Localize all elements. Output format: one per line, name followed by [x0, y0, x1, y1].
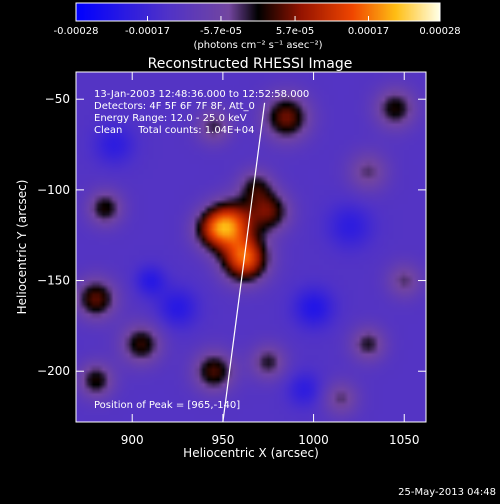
annotation-time-range: 13-Jan-2003 12:48:36.000 to 12:52:58.000 [94, 89, 309, 100]
y-axis-ticks: −50 −100 −150 −200 [37, 92, 426, 378]
annotation-detectors: Detectors: 4F 5F 6F 7F 8F, Att_0 [94, 101, 255, 112]
colorbar-tick-label: -0.00028 [54, 26, 99, 37]
colorbar: -0.00028 -0.00017 -5.7e-05 5.7e-05 0.00017 0.… [54, 2, 461, 51]
colorbar-tick-label: 0.00017 [348, 26, 389, 37]
heatmap-image [76, 72, 426, 422]
x-tick-label: 900 [121, 433, 144, 447]
y-tick-label: −100 [37, 183, 70, 197]
y-axis-label: Heliocentric Y (arcsec) [15, 180, 29, 315]
colorbar-tick-label: -5.7e-05 [200, 26, 242, 37]
colorbar-tick-label: 5.7e-05 [276, 26, 314, 37]
y-tick-label: −150 [37, 274, 70, 288]
colorbar-frame [75, 2, 441, 22]
annotation-energy-range: Energy Range: 12.0 - 25.0 keV [94, 113, 247, 124]
footer-date: 25-May-2013 04:48 [398, 487, 496, 498]
y-tick-label: −200 [37, 364, 70, 378]
x-axis-ticks: 900 950 1000 1050 [121, 72, 420, 447]
colorbar-tick-label: 0.00028 [419, 26, 460, 37]
x-tick-label: 1050 [389, 433, 420, 447]
colorbar-ticks: -0.00028 -0.00017 -5.7e-05 5.7e-05 0.00017 0.… [54, 16, 461, 37]
x-tick-label: 1000 [298, 433, 329, 447]
colorbar-units: (photons cm⁻² s⁻¹ asec⁻²) [193, 40, 322, 51]
annotation-clean-counts: Clean Total counts: 1.04E+04 [94, 125, 254, 136]
plot-area: 900 950 1000 1050 −50 −100 −150 −200 13-Jan-20… [37, 71, 427, 447]
chart-title: Reconstructed RHESSI Image [148, 56, 353, 72]
x-axis-label: Heliocentric X (arcsec) [183, 446, 319, 460]
colorbar-gradient [76, 3, 440, 21]
colorbar-tick-label: -0.00017 [125, 26, 170, 37]
solar-limb-line [222, 102, 266, 423]
plot-frame [75, 71, 427, 423]
peak-position-label: Position of Peak = [965,-140] [94, 400, 240, 411]
y-tick-label: −50 [45, 92, 70, 106]
x-tick-label: 950 [211, 433, 234, 447]
